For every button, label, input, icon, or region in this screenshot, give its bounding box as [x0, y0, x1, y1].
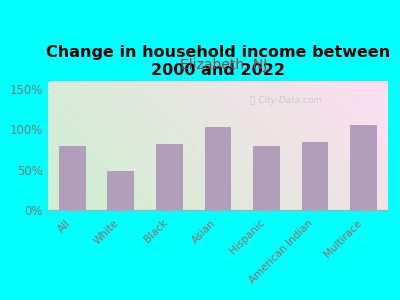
- Bar: [302, 142, 328, 210]
- Bar: [59, 146, 86, 210]
- Bar: [253, 146, 280, 210]
- Bar: [205, 127, 231, 210]
- Bar: [350, 125, 377, 210]
- Title: Change in household income between
2000 and 2022: Change in household income between 2000 …: [46, 45, 390, 78]
- Bar: [108, 171, 134, 210]
- Text: ⓘ City-Data.com: ⓘ City-Data.com: [250, 96, 322, 105]
- Text: Elizabeth, NJ: Elizabeth, NJ: [180, 58, 268, 72]
- Bar: [156, 144, 183, 210]
